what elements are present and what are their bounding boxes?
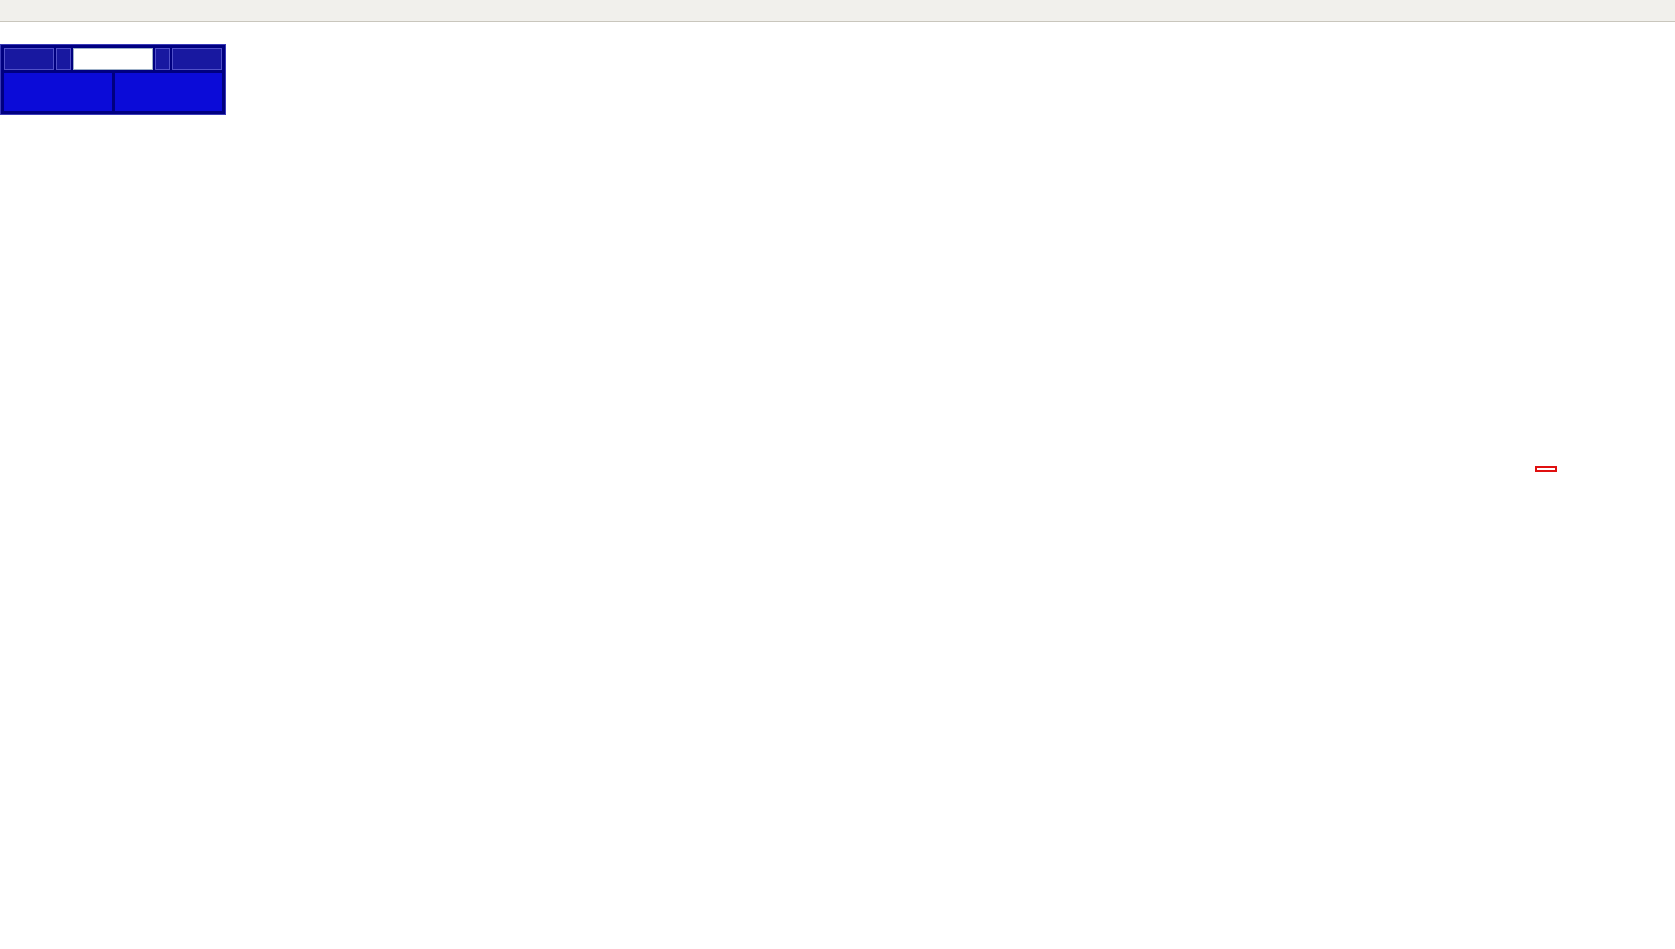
trade-controls-row	[4, 48, 222, 70]
volume-decrease-stepper[interactable]	[56, 48, 71, 70]
price-level-callout[interactable]	[1535, 466, 1557, 472]
sell-price-display[interactable]	[4, 73, 112, 111]
volume-input[interactable]	[73, 48, 153, 70]
buy-button[interactable]	[172, 48, 222, 70]
volume-increase-stepper[interactable]	[155, 48, 170, 70]
trade-prices-row	[4, 73, 222, 111]
sell-button[interactable]	[4, 48, 54, 70]
buy-price-display[interactable]	[114, 73, 222, 111]
one-click-trading-panel	[0, 44, 226, 115]
main-toolbar	[0, 0, 1675, 22]
